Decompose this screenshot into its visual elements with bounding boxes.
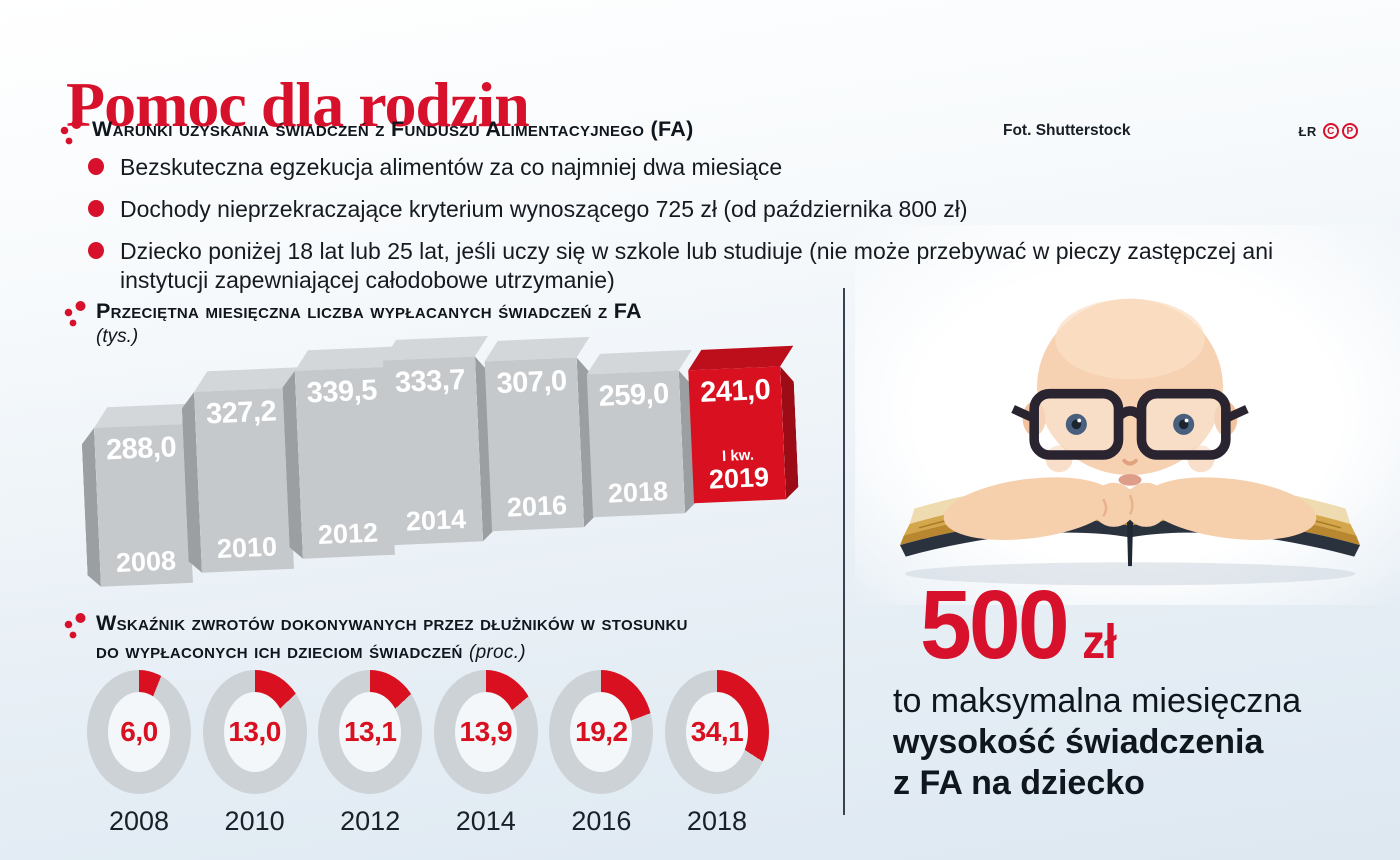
donut-year-label: 2018	[686, 806, 747, 836]
triple-dot-icon	[64, 301, 86, 327]
bar-3d-2014: 333,7 2014	[382, 335, 496, 546]
bar-value-label: 241,0	[699, 373, 771, 409]
bar-chart-section-header: Przeciętna miesięczna liczba wypłacanych…	[64, 298, 642, 348]
donut-ring: 13,1	[318, 670, 423, 794]
list-item: Dziecko poniżej 18 lat lub 25 lat, jeśli…	[88, 237, 1350, 295]
description-line3: z FA na dziecko	[893, 764, 1145, 803]
donut-year-label: 2016	[571, 806, 632, 836]
bullet-dot-icon	[88, 158, 104, 175]
donut-ring: 6,0	[87, 670, 191, 794]
bar-3d-2018: 259,0 2018	[586, 349, 698, 518]
donut-chart-unit: (proc.)	[468, 641, 526, 663]
donut-section-header: Wskaźnik zwrotów dokonywanych przez dłuż…	[64, 610, 688, 666]
bar-3d-2019: 241,0 I kw. 2019	[687, 345, 799, 504]
bar-year-label: 2014	[405, 504, 467, 537]
donut-ring: 19,2	[549, 670, 654, 794]
donut-value-label: 13,9	[459, 716, 513, 747]
donut-value-label: 6,0	[120, 716, 158, 747]
bar-value-label: 288,0	[105, 431, 177, 467]
triple-dot-icon	[64, 613, 86, 639]
p-badge-icon: P	[1341, 123, 1358, 139]
list-item: Dochody nieprzekraczające kryterium wyno…	[88, 195, 1350, 224]
donut-chart-2016: 19,2 2016	[548, 670, 654, 840]
bar-chart-unit: (tys.)	[96, 325, 139, 347]
amount-value: 500	[920, 570, 1070, 679]
baby-reading-book-photo	[900, 298, 1360, 586]
donut-chart-2008: 6,0 2008	[86, 670, 192, 840]
bar-value-label: 259,0	[598, 377, 670, 413]
c-badge-icon: C	[1322, 123, 1339, 139]
donut-year-label: 2014	[455, 806, 516, 836]
triple-dot-icon	[60, 119, 82, 145]
bar-3d-2008: 288,0 2008	[80, 403, 200, 587]
donut-year-label: 2008	[108, 806, 170, 836]
donut-ring: 13,9	[433, 670, 538, 794]
bar-value-label: 307,0	[495, 364, 568, 400]
bar-value-label: 333,7	[394, 363, 466, 399]
bar-3d-2016: 307,0 2016	[484, 336, 597, 532]
donut-value-label: 13,0	[228, 716, 281, 747]
bar-year-label: 2008	[115, 545, 177, 579]
license-badges: C P	[1322, 123, 1358, 139]
bar-chart-heading: Przeciętna miesięczna liczba wypłacanych…	[96, 299, 642, 323]
donut-year-label: 2010	[224, 806, 285, 836]
donut-chart-2012: 13,1 2012	[317, 670, 423, 840]
bar-year-label: 2010	[216, 531, 278, 565]
conditions-list: Bezskuteczna egzekucja alimentów za co n…	[88, 153, 1350, 308]
bar-year-label: 2016	[506, 490, 568, 523]
max-benefit-description: to maksymalna miesięczna wysokość świadc…	[893, 681, 1301, 804]
description-line1: to maksymalna miesięczna	[893, 682, 1302, 720]
bar-chart-3d: 288,0 2008 327,2 2010 339,5 2012 333,7 2014 307,…	[88, 335, 818, 610]
donut-chart-2010: 13,0 2010	[202, 670, 308, 840]
credits: Fot. Shutterstock ŁR C P	[1003, 122, 1358, 140]
author-initials: ŁR	[1298, 123, 1317, 139]
bar-value-label: 327,2	[205, 395, 277, 431]
donut-value-label: 34,1	[690, 716, 744, 747]
condition-text: Dochody nieprzekraczające kryterium wyno…	[120, 195, 968, 222]
bar-year-label: 2012	[317, 517, 379, 551]
donut-heading-line2: do wypłaconych ich dzieciom świadczeń (p…	[96, 638, 526, 663]
donut-charts-row: 6,0 2008 13,0 2010 13,1 2012 13,9 2014 19,2 2016 3…	[86, 670, 770, 840]
donut-ring: 13,0	[202, 670, 307, 794]
donut-value-label: 13,1	[343, 716, 397, 747]
donut-chart-2014: 13,9 2014	[433, 670, 539, 840]
bar-year-label: 2018	[607, 476, 669, 509]
donut-ring: 34,1	[664, 670, 769, 794]
condition-text: Bezskuteczna egzekucja alimentów za co n…	[120, 154, 783, 180]
donut-value-label: 19,2	[575, 716, 628, 747]
bar-3d-2010: 327,2 2010	[180, 367, 300, 573]
bullet-dot-icon	[88, 199, 104, 217]
max-benefit-amount: 500 zł	[920, 570, 1117, 679]
list-item: Bezskuteczna egzekucja alimentów za co n…	[88, 153, 1350, 182]
bar-3d-2012: 339,5 2012	[281, 346, 400, 559]
page-title: Pomoc dla rodzin	[66, 68, 530, 140]
donut-heading-line1: Wskaźnik zwrotów dokonywanych przez dłuż…	[96, 611, 688, 635]
bar-value-label: 339,5	[306, 374, 378, 410]
donut-chart-2018: 34,1 2018	[664, 670, 770, 840]
condition-text: Dziecko poniżej 18 lat lub 25 lat, jeśli…	[120, 237, 1274, 293]
conditions-section-header: Warunki uzyskania świadczeń z Funduszu A…	[60, 116, 694, 145]
conditions-heading: Warunki uzyskania świadczeń z Funduszu A…	[92, 117, 694, 141]
vertical-divider	[843, 288, 845, 815]
photo-credit: Fot. Shutterstock	[1003, 122, 1131, 139]
description-line2: wysokość świadczenia	[893, 723, 1264, 762]
bullet-dot-icon	[88, 241, 104, 259]
amount-currency: zł	[1082, 616, 1117, 669]
bar-year-label: I kw. 2019	[708, 446, 770, 495]
donut-year-label: 2012	[340, 806, 401, 836]
